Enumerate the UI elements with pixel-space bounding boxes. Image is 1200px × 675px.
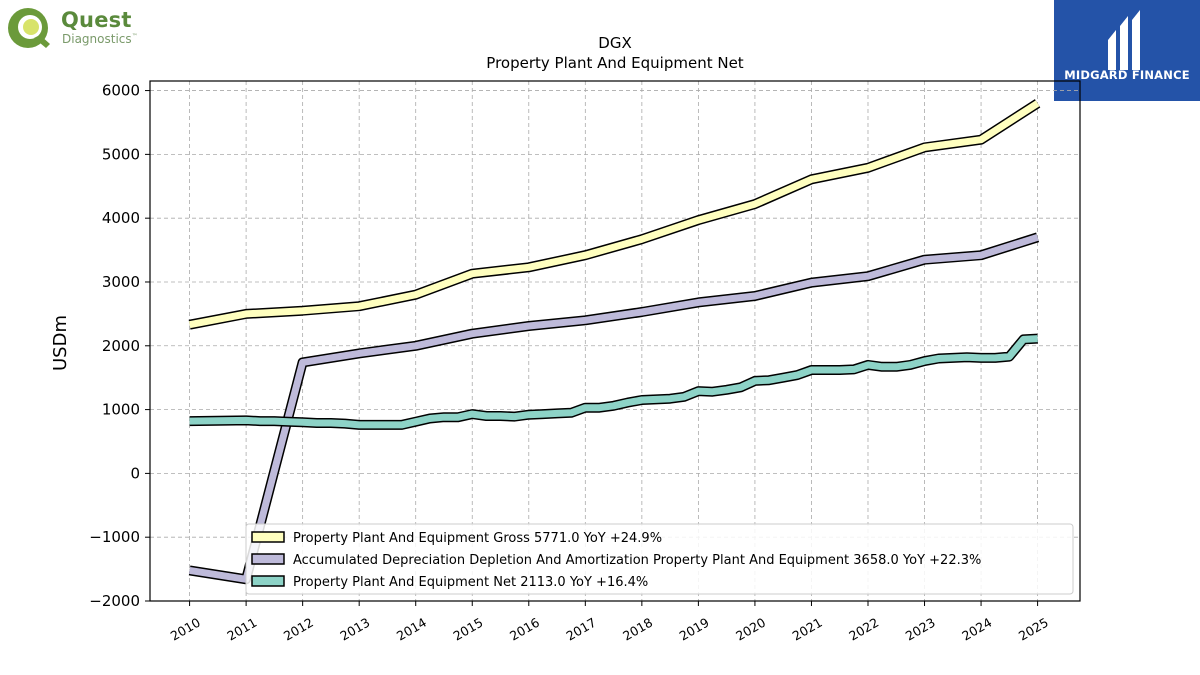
x-tick-label: 2022 xyxy=(846,615,881,644)
y-tick-label: 2000 xyxy=(102,337,140,355)
y-tick-label: −1000 xyxy=(89,528,140,546)
legend-swatch xyxy=(251,553,285,565)
y-tick-label: 6000 xyxy=(102,82,140,100)
series-outline-3 xyxy=(189,333,1038,430)
x-tick-label: 2016 xyxy=(507,615,542,644)
chart-subtitle: Property Plant And Equipment Net xyxy=(486,54,743,72)
y-tick-label: −2000 xyxy=(89,592,140,610)
quest-diagnostics-logo: Quest Diagnostics™ xyxy=(4,4,164,52)
x-tick-label: 2023 xyxy=(903,615,938,644)
series-line-1 xyxy=(188,100,1040,329)
legend-swatch xyxy=(251,531,285,543)
x-tick-label: 2025 xyxy=(1016,615,1051,644)
x-tick-label: 2013 xyxy=(337,615,372,644)
y-tick-label: 3000 xyxy=(102,273,140,291)
y-tick-label: 5000 xyxy=(102,145,140,163)
quest-brand-word1: Quest xyxy=(61,8,132,32)
legend-label: Property Plant And Equipment Net 2113.0 … xyxy=(293,575,648,590)
y-axis-ticks: −2000 −1000 0 1000 2000 3000 4000 5000 6000 xyxy=(89,82,150,610)
y-tick-label: 0 xyxy=(130,464,140,482)
x-tick-label: 2010 xyxy=(168,615,203,644)
x-tick-label: 2020 xyxy=(733,615,768,644)
x-tick-label: 2018 xyxy=(620,615,655,644)
x-tick-label: 2011 xyxy=(224,615,259,644)
x-tick-label: 2012 xyxy=(281,615,316,644)
midgard-brand-text: MIDGARD FINANCE xyxy=(1064,68,1190,82)
x-tick-label: 2024 xyxy=(959,615,994,644)
legend: Property Plant And Equipment Gross 5771.… xyxy=(245,523,1074,595)
series-lines xyxy=(188,99,1041,585)
x-tick-label: 2017 xyxy=(564,615,599,644)
chart-title: DGX xyxy=(598,34,631,52)
plot-frame xyxy=(149,80,1081,602)
legend-label: Accumulated Depreciation Depletion And A… xyxy=(293,553,981,568)
x-axis-ticks: 2010 2011 2012 2013 2014 2015 2016 2017 2018 2019… xyxy=(168,601,1051,644)
grid-lines xyxy=(150,81,1080,602)
legend-box xyxy=(245,523,1074,595)
x-tick-label: 2014 xyxy=(394,615,429,644)
legend-swatch xyxy=(251,575,285,587)
series-line-2 xyxy=(189,233,1039,583)
x-tick-label: 2019 xyxy=(677,615,712,644)
x-tick-label: 2021 xyxy=(790,615,825,644)
y-axis-label: USDm xyxy=(50,315,71,371)
quest-logo-icon xyxy=(8,8,50,48)
series-outline-1 xyxy=(188,99,1041,330)
quest-brand-word2: Diagnostics™ xyxy=(62,32,138,46)
midgard-finance-logo: MIDGARD FINANCE xyxy=(1054,0,1200,101)
legend-label: Property Plant And Equipment Gross 5771.… xyxy=(293,531,662,546)
series-line-3 xyxy=(189,335,1038,429)
x-tick-label: 2015 xyxy=(450,615,485,644)
y-tick-label: 1000 xyxy=(102,401,140,419)
y-tick-label: 4000 xyxy=(102,209,140,227)
midgard-logo-icon xyxy=(1108,10,1140,70)
